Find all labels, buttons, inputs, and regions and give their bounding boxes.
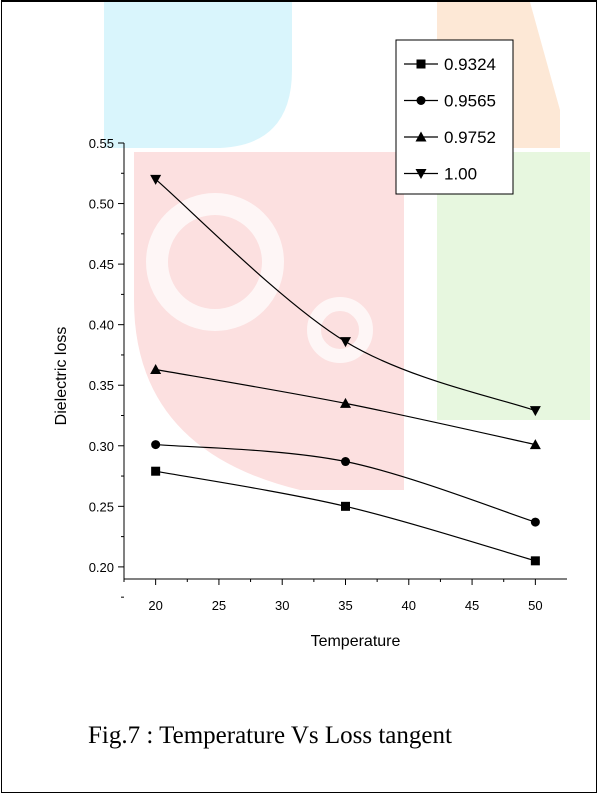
legend: 0.9324 0.9565 0.9752 1.00: [395, 39, 514, 195]
y-tick-label: 0.30: [89, 439, 114, 454]
data-point-1: [341, 457, 350, 467]
x-tick-label: 40: [402, 598, 416, 613]
data-point-0: [530, 556, 540, 566]
data-point-3: [150, 174, 162, 185]
data-point-0: [341, 501, 350, 511]
watermark: [104, 2, 590, 490]
axes: 0.20 0.25 0.30 0.35 0.40 0.45 0.50 0.55 20 25 30 35…: [53, 136, 567, 650]
legend-label: 0.9324: [444, 55, 496, 74]
data-point-2: [529, 439, 541, 450]
watermark-gear-small-icon: [307, 297, 373, 363]
watermark-green-shape: [437, 152, 590, 420]
watermark-red-shape: [134, 152, 404, 490]
y-tick-label: 0.25: [89, 499, 114, 514]
x-tick-label: 50: [528, 598, 542, 613]
y-tick-label: 0.55: [89, 136, 114, 151]
legend-label: 1.00: [444, 165, 477, 184]
data-point-3: [340, 337, 351, 348]
series-markers: [150, 174, 541, 566]
legend-label: 0.9565: [444, 92, 496, 111]
legend-marker: [415, 169, 427, 179]
data-point-2: [340, 397, 351, 408]
y-tick-label: 0.50: [89, 197, 114, 212]
data-point-0: [151, 466, 161, 476]
y-tick-label: 0.40: [89, 318, 114, 333]
x-tick-label: 25: [212, 598, 226, 613]
watermark-cyan-shape: [104, 2, 292, 148]
x-tick-label: 45: [465, 598, 479, 613]
legend-box: [395, 39, 514, 195]
x-tick-label: 30: [275, 598, 289, 613]
y-tick-label: 0.20: [89, 560, 114, 575]
data-point-1: [151, 440, 161, 450]
x-tick-label: 35: [338, 598, 352, 613]
legend-marker: [415, 131, 427, 142]
data-point-3: [529, 406, 541, 417]
x-axis-label: Temperature: [311, 633, 401, 650]
data-point-1: [530, 517, 540, 527]
y-tick-label: 0.45: [89, 257, 114, 272]
data-point-2: [150, 363, 162, 374]
legend-marker: [416, 59, 426, 69]
y-axis-label: Dielectric loss: [53, 327, 70, 426]
legend-label: 0.9752: [444, 128, 496, 147]
figure-caption: Fig.7 : Temperature Vs Loss tangent: [88, 722, 452, 749]
y-tick-label: 0.35: [89, 378, 114, 393]
watermark-gear-icon: [146, 193, 284, 331]
legend-marker: [416, 96, 426, 105]
x-tick-label: 20: [148, 598, 162, 613]
